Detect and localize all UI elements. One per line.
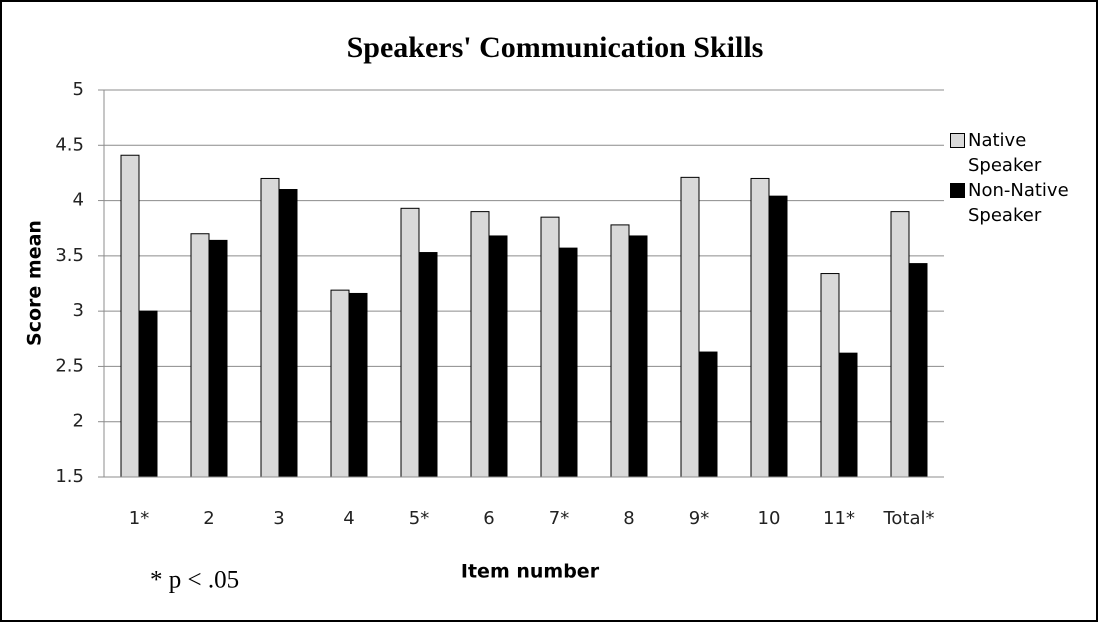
bar xyxy=(330,289,350,478)
y-tick-label: 2.5 xyxy=(55,355,84,376)
bar xyxy=(400,207,420,478)
x-tick-label: Total* xyxy=(882,508,934,529)
legend: Native Speaker Non-Native Speaker xyxy=(950,128,1090,228)
bar xyxy=(120,154,140,478)
chart-title: Speakers' Communication Skills xyxy=(347,31,764,64)
y-tick-label: 4 xyxy=(73,190,84,211)
bar xyxy=(610,224,630,478)
x-axis-label: Item number xyxy=(461,561,600,583)
x-tick-label: 4 xyxy=(343,508,354,529)
y-tick-label: 2 xyxy=(73,411,84,432)
bar xyxy=(698,351,718,478)
x-tick-label: 5* xyxy=(409,508,429,529)
x-tick-label: 9* xyxy=(689,508,709,529)
bar xyxy=(418,252,438,478)
legend-label: Non-Native Speaker xyxy=(968,180,1069,226)
bar xyxy=(680,176,700,478)
bar xyxy=(348,292,368,478)
x-tick-label: 6 xyxy=(483,508,494,529)
legend-label: Native Speaker xyxy=(968,130,1042,176)
bar xyxy=(138,310,158,478)
x-tick-label: 2 xyxy=(203,508,214,529)
bar xyxy=(820,273,840,478)
bar xyxy=(488,235,508,478)
bar xyxy=(768,195,788,478)
legend-swatch xyxy=(950,133,965,148)
x-tick-label: 10 xyxy=(758,508,781,529)
x-tick-label: 3 xyxy=(273,508,284,529)
legend-swatch xyxy=(950,183,965,198)
x-tick-label: 1* xyxy=(129,508,149,529)
bar xyxy=(208,239,228,478)
bar xyxy=(890,211,910,478)
y-tick-label: 4.5 xyxy=(55,134,84,155)
x-tick-label: 11* xyxy=(823,508,855,529)
bar xyxy=(558,247,578,478)
bar xyxy=(628,235,648,478)
annotation: * p < .05 xyxy=(150,567,239,594)
y-tick-label: 5 xyxy=(73,79,84,100)
bar xyxy=(260,177,280,478)
y-axis-label: Score mean xyxy=(24,220,46,346)
bar xyxy=(838,352,858,478)
bar xyxy=(750,177,770,478)
y-tick-label: 3 xyxy=(73,300,84,321)
x-tick-label: 8 xyxy=(623,508,634,529)
y-tick-label: 3.5 xyxy=(55,245,84,266)
bar xyxy=(908,263,928,478)
legend-item: Native Speaker xyxy=(950,128,1090,178)
bar xyxy=(470,211,490,478)
bar xyxy=(540,216,560,478)
y-tick-label: 1.5 xyxy=(55,466,84,487)
x-tick-label: 7* xyxy=(549,508,569,529)
legend-item: Non-Native Speaker xyxy=(950,178,1090,228)
bar xyxy=(278,189,298,478)
bar xyxy=(190,233,210,478)
